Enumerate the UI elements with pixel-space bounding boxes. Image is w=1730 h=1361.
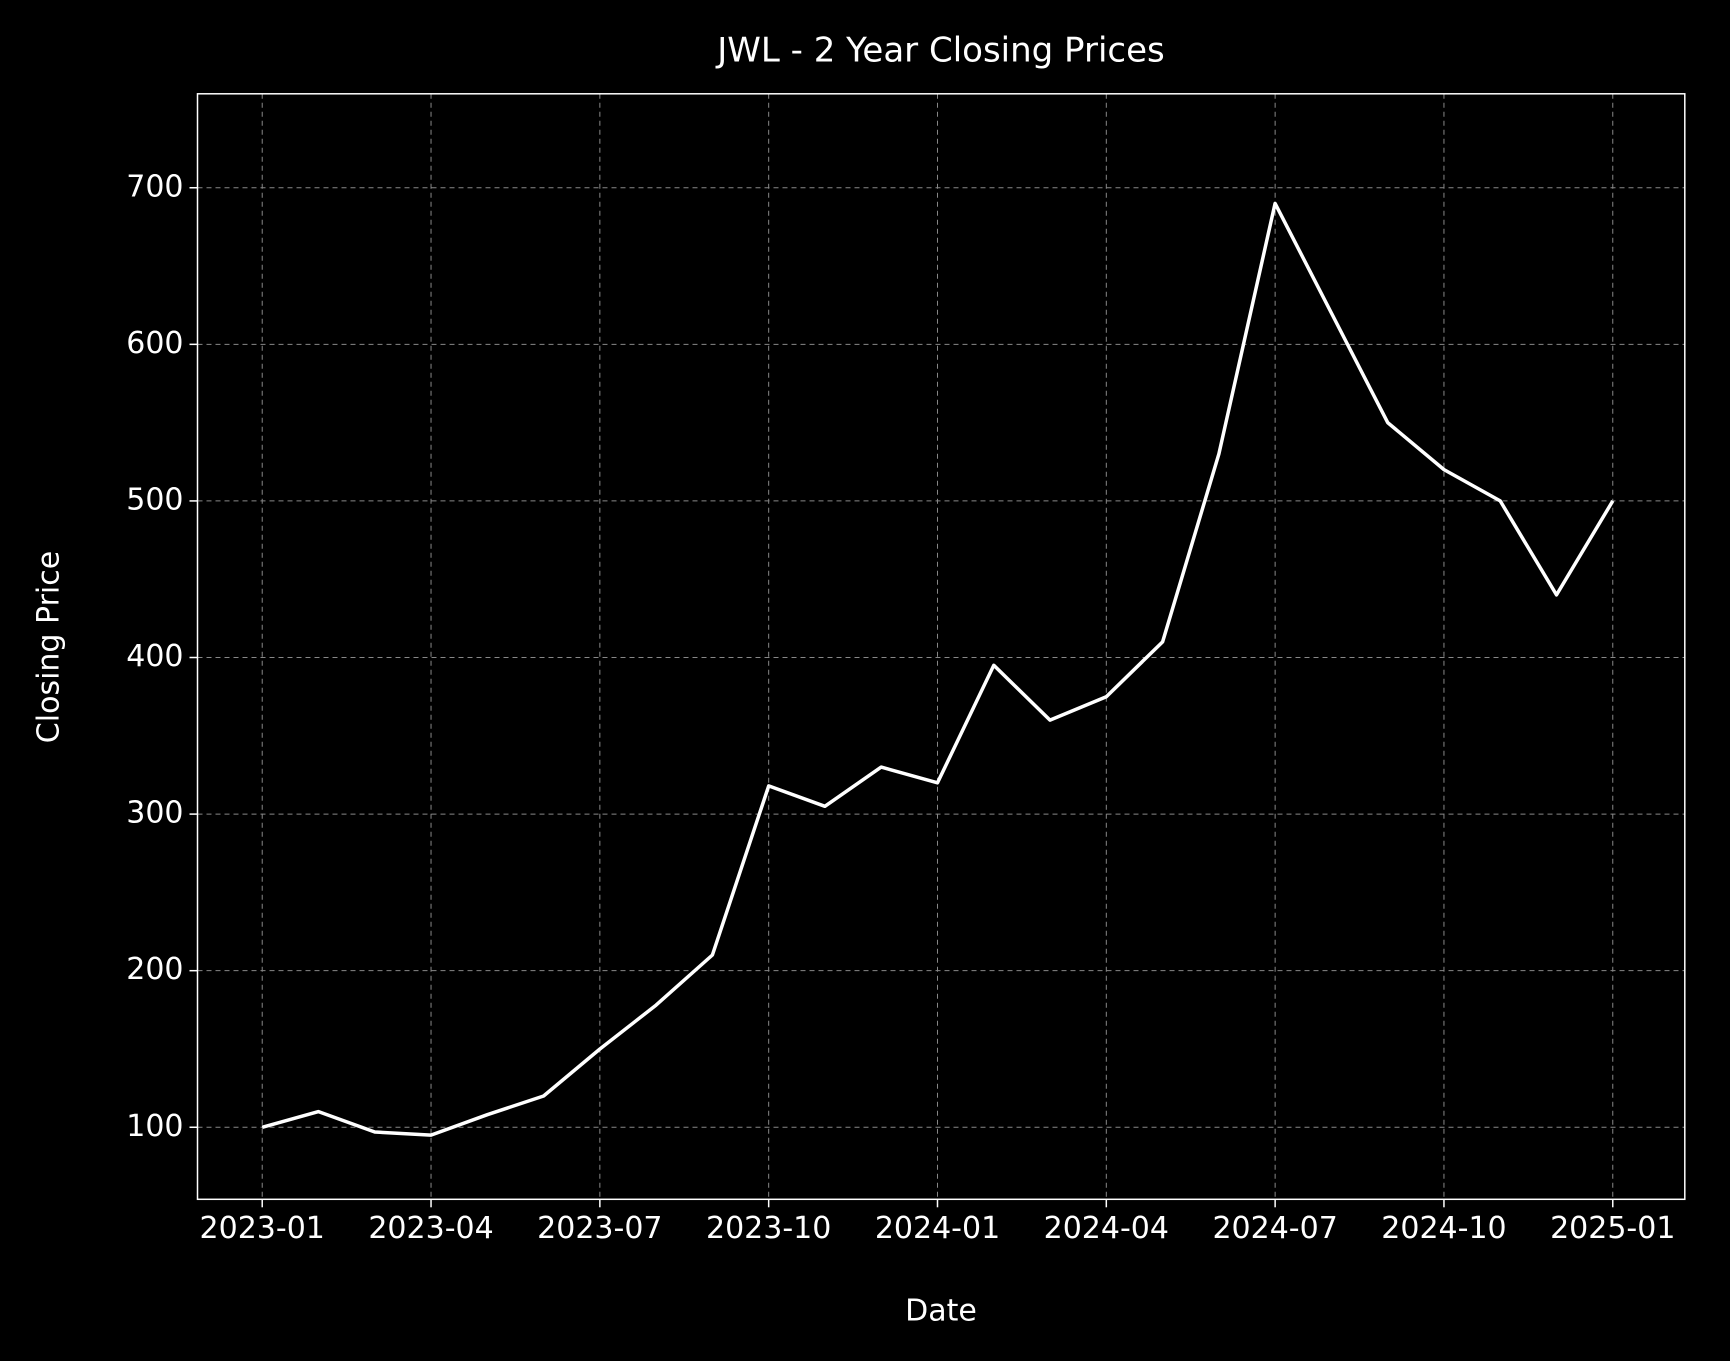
- x-tick-label: 2025-01: [1550, 1211, 1675, 1246]
- y-tick-label: 600: [126, 326, 183, 361]
- x-tick-label: 2024-01: [875, 1211, 1000, 1246]
- y-axis-label: Closing Price: [32, 551, 67, 743]
- x-tick-label: 2023-04: [368, 1211, 493, 1246]
- chart-title: JWL - 2 Year Closing Prices: [715, 31, 1164, 71]
- x-tick-label: 2024-10: [1381, 1211, 1506, 1246]
- x-axis-label: Date: [905, 1294, 977, 1329]
- x-tick-label: 2023-10: [706, 1211, 831, 1246]
- x-tick-label: 2024-04: [1044, 1211, 1169, 1246]
- x-tick-label: 2024-07: [1212, 1211, 1337, 1246]
- y-tick-label: 200: [126, 952, 183, 987]
- y-tick-label: 300: [126, 796, 183, 831]
- y-tick-label: 500: [126, 482, 183, 517]
- price-line: [261, 201, 1615, 1137]
- plot-frame: [196, 93, 1686, 1201]
- y-tick-label: 100: [126, 1109, 183, 1144]
- x-tick-label: 2023-07: [537, 1211, 662, 1246]
- y-tick-label: 400: [126, 639, 183, 674]
- y-tick-label: 700: [126, 169, 183, 204]
- x-tick-label: 2023-01: [200, 1211, 325, 1246]
